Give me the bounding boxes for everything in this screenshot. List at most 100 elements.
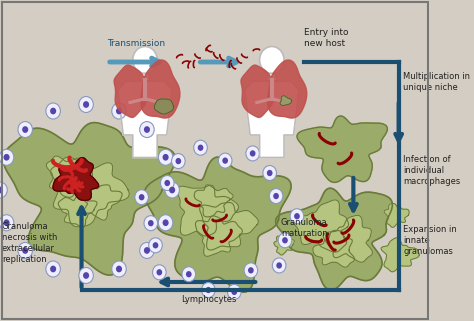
- Polygon shape: [177, 185, 238, 236]
- Polygon shape: [80, 184, 122, 220]
- Circle shape: [158, 215, 173, 231]
- Circle shape: [282, 237, 288, 243]
- Circle shape: [112, 261, 126, 277]
- Polygon shape: [118, 81, 172, 158]
- Circle shape: [22, 247, 28, 254]
- Circle shape: [250, 150, 255, 157]
- Circle shape: [139, 194, 145, 200]
- Circle shape: [79, 267, 93, 283]
- Circle shape: [273, 258, 286, 273]
- Polygon shape: [292, 200, 348, 252]
- Polygon shape: [297, 116, 387, 182]
- Circle shape: [175, 158, 181, 164]
- Polygon shape: [381, 238, 419, 272]
- Circle shape: [50, 108, 56, 114]
- Polygon shape: [313, 230, 355, 267]
- Circle shape: [18, 242, 32, 258]
- Polygon shape: [139, 74, 150, 81]
- Circle shape: [163, 219, 169, 226]
- Polygon shape: [195, 216, 242, 256]
- Circle shape: [22, 126, 28, 133]
- Polygon shape: [323, 215, 373, 262]
- Polygon shape: [266, 74, 277, 81]
- Circle shape: [0, 215, 14, 231]
- Polygon shape: [114, 65, 146, 117]
- Circle shape: [153, 265, 166, 280]
- Polygon shape: [46, 156, 92, 197]
- Circle shape: [133, 47, 157, 74]
- Circle shape: [244, 263, 258, 278]
- Circle shape: [222, 158, 228, 164]
- Circle shape: [83, 272, 89, 279]
- Circle shape: [231, 289, 237, 295]
- Text: Granuloma
maturation: Granuloma maturation: [281, 218, 328, 238]
- Circle shape: [83, 101, 89, 108]
- Circle shape: [0, 187, 3, 193]
- Circle shape: [140, 242, 154, 258]
- Circle shape: [263, 166, 276, 180]
- Text: Transmission: Transmission: [107, 39, 165, 48]
- Circle shape: [3, 219, 9, 226]
- Polygon shape: [275, 188, 392, 290]
- Polygon shape: [241, 65, 273, 117]
- Circle shape: [50, 266, 56, 272]
- Polygon shape: [155, 99, 173, 114]
- Polygon shape: [194, 185, 233, 217]
- Circle shape: [164, 180, 170, 186]
- Circle shape: [172, 153, 185, 169]
- Circle shape: [228, 284, 241, 299]
- Circle shape: [294, 213, 300, 219]
- Polygon shape: [200, 203, 258, 250]
- Circle shape: [163, 154, 169, 160]
- Polygon shape: [3, 123, 175, 275]
- Circle shape: [112, 103, 126, 119]
- Circle shape: [186, 271, 191, 277]
- Circle shape: [144, 216, 157, 231]
- Circle shape: [246, 146, 259, 161]
- Circle shape: [18, 122, 32, 137]
- Circle shape: [165, 182, 179, 198]
- Circle shape: [144, 126, 150, 133]
- Circle shape: [3, 154, 9, 160]
- Circle shape: [116, 266, 122, 272]
- Circle shape: [135, 190, 148, 205]
- Polygon shape: [384, 204, 409, 227]
- Circle shape: [290, 209, 304, 224]
- Circle shape: [140, 122, 154, 137]
- Circle shape: [46, 261, 60, 277]
- Circle shape: [273, 193, 279, 199]
- Circle shape: [269, 188, 283, 204]
- Polygon shape: [268, 60, 307, 118]
- Circle shape: [161, 176, 174, 190]
- Polygon shape: [245, 81, 299, 158]
- Circle shape: [116, 108, 122, 114]
- Circle shape: [206, 287, 211, 293]
- Text: Infection of
individual
macrophages: Infection of individual macrophages: [403, 155, 460, 186]
- Circle shape: [46, 103, 60, 119]
- Polygon shape: [141, 60, 180, 118]
- Circle shape: [149, 238, 162, 253]
- Circle shape: [278, 233, 292, 248]
- Circle shape: [182, 267, 196, 282]
- Circle shape: [198, 144, 203, 151]
- Polygon shape: [58, 196, 97, 228]
- Circle shape: [194, 140, 207, 155]
- Polygon shape: [144, 157, 291, 292]
- Circle shape: [156, 269, 162, 275]
- Circle shape: [260, 47, 284, 74]
- Text: Entry into
new host: Entry into new host: [303, 28, 348, 48]
- Circle shape: [201, 282, 215, 298]
- Circle shape: [0, 149, 14, 165]
- Circle shape: [0, 182, 7, 198]
- Polygon shape: [280, 96, 292, 105]
- Text: Expansion in
innate
granulomas: Expansion in innate granulomas: [403, 225, 457, 256]
- Text: Granuloma
necrosis with
extracellular
replication: Granuloma necrosis with extracellular re…: [2, 222, 57, 264]
- Text: Lymphocytes: Lymphocytes: [181, 296, 236, 305]
- Circle shape: [219, 153, 232, 168]
- Polygon shape: [274, 236, 294, 255]
- Polygon shape: [51, 157, 129, 227]
- Circle shape: [79, 97, 93, 112]
- Circle shape: [153, 242, 158, 248]
- Circle shape: [169, 187, 175, 193]
- Circle shape: [267, 170, 273, 176]
